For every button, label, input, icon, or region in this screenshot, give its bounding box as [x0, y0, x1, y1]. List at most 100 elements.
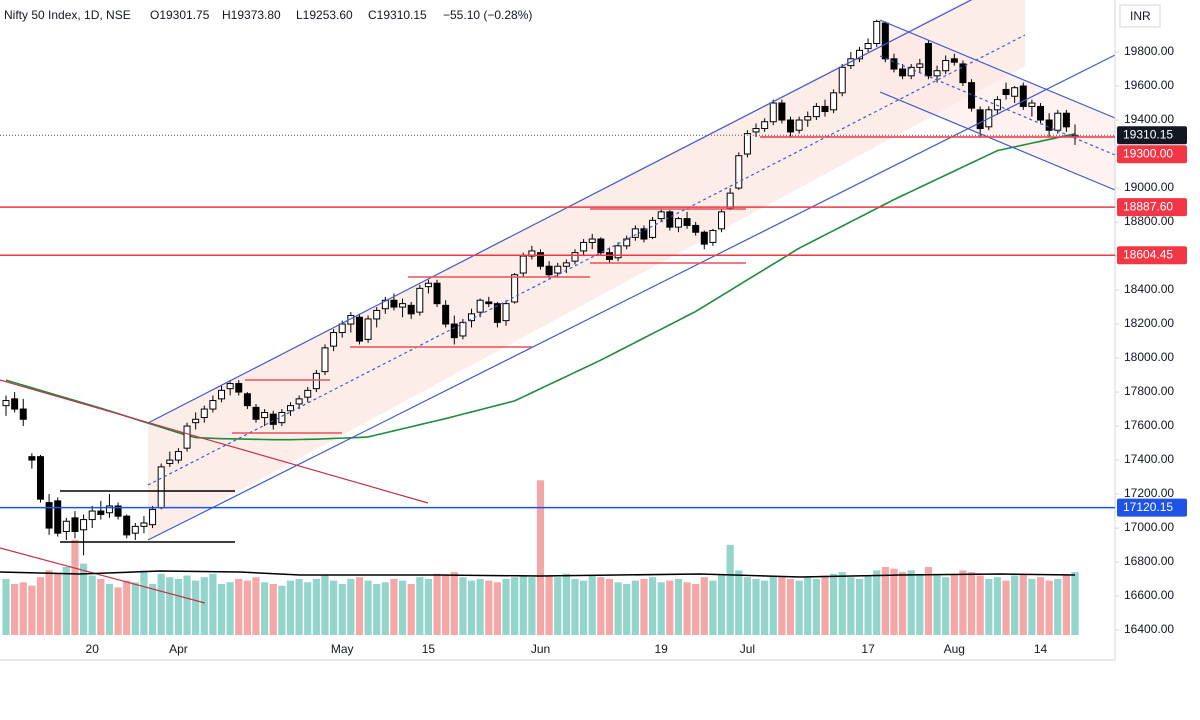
- volume-bar: [364, 580, 372, 635]
- volume-bar: [597, 577, 605, 635]
- x-tick-label: 19: [655, 642, 669, 656]
- price-tag: [1117, 498, 1187, 517]
- candle-body: [1002, 88, 1010, 96]
- candle-body: [19, 408, 27, 420]
- volume-bar: [735, 570, 743, 635]
- legend-high: H19373.80: [222, 8, 281, 22]
- candle-body: [174, 451, 182, 461]
- candle-body: [459, 321, 467, 337]
- candle-body: [476, 299, 484, 313]
- price-tag-label: 18604.45: [1123, 247, 1173, 261]
- candle-body: [226, 383, 234, 390]
- volume-bar: [2, 578, 10, 635]
- y-tick-label: 17400.00: [1124, 452, 1174, 466]
- candle-body: [485, 301, 493, 305]
- x-tick-label: 15: [422, 642, 436, 656]
- candle-body: [597, 238, 605, 254]
- candle-body: [71, 517, 79, 532]
- volume-bar: [666, 580, 674, 635]
- y-tick-label: 17800.00: [1124, 384, 1174, 398]
- x-tick-label: 20: [86, 642, 100, 656]
- volume-bar: [545, 575, 553, 635]
- y-tick-label: 19800.00: [1124, 44, 1174, 58]
- volume-bar: [19, 582, 27, 635]
- volume-bar: [743, 577, 752, 635]
- volume-bar: [174, 578, 183, 635]
- candle-body: [1045, 119, 1053, 131]
- volume-bar: [79, 563, 88, 635]
- currency-button[interactable]: [1119, 4, 1161, 28]
- volume-bar: [261, 582, 269, 635]
- candle-body: [709, 230, 717, 243]
- candle-body: [683, 218, 691, 226]
- trendline: [0, 547, 206, 604]
- candle-body: [873, 20, 881, 45]
- volume-bar: [528, 577, 536, 635]
- volume-bar: [1036, 577, 1045, 635]
- volume-bar: [1019, 573, 1027, 635]
- candle-body: [28, 456, 36, 461]
- volume-bar: [329, 580, 338, 635]
- x-tick-label: 14: [1034, 642, 1048, 656]
- candle-body: [881, 22, 889, 60]
- volume-bar: [62, 567, 70, 635]
- legend-close: C19310.15: [368, 8, 427, 22]
- volume-bar: [562, 573, 570, 635]
- candle-body: [623, 238, 631, 247]
- volume-bar: [1062, 575, 1070, 635]
- volume-bar: [942, 577, 950, 635]
- volume-bar: [640, 578, 648, 635]
- candle-body: [11, 398, 19, 410]
- volume-bar: [148, 584, 157, 635]
- volume-bar: [1011, 575, 1019, 635]
- volume-bar: [312, 578, 320, 635]
- candle-body: [718, 211, 726, 230]
- candle-body: [54, 500, 62, 534]
- candle-body: [140, 522, 148, 527]
- volume-bar: [476, 578, 484, 635]
- price-tag: [1117, 145, 1187, 164]
- volume-bar: [976, 575, 984, 635]
- volume-bar: [554, 577, 562, 635]
- candle-body: [192, 418, 200, 424]
- candle-body: [769, 102, 777, 123]
- candle-body: [605, 252, 613, 260]
- price-tag-label: 19300.00: [1123, 146, 1173, 160]
- candle-body: [390, 299, 398, 308]
- candle-body: [968, 82, 976, 109]
- candle-body: [640, 228, 648, 240]
- volume-bar: [769, 575, 777, 635]
- candle-body: [364, 318, 372, 340]
- candle-body: [907, 66, 915, 77]
- y-tick-label: 17600.00: [1124, 418, 1174, 432]
- candle-body: [812, 105, 820, 118]
- volume-bar: [278, 585, 286, 635]
- volume-bar: [183, 575, 191, 635]
- candle-body: [295, 398, 303, 405]
- volume-bar: [269, 584, 277, 635]
- volume-bar: [898, 572, 907, 635]
- candle-body: [157, 466, 165, 509]
- candle-body: [933, 70, 941, 77]
- candle-body: [537, 252, 544, 267]
- candle-body: [571, 252, 579, 262]
- volume-bar: [847, 577, 855, 635]
- volume-bar: [295, 578, 303, 635]
- candle-body: [312, 372, 320, 390]
- volume-bar: [752, 578, 760, 635]
- candle-body: [183, 425, 191, 449]
- volume-bar: [864, 575, 872, 635]
- candle-body: [243, 393, 251, 407]
- y-tick-label: 17000.00: [1124, 520, 1174, 534]
- volume-bar: [235, 578, 243, 635]
- volume-bar: [433, 573, 441, 635]
- volume-bar: [105, 584, 114, 635]
- candle-body: [1019, 85, 1027, 107]
- volume-bar: [536, 480, 545, 635]
- volume-bar: [114, 587, 122, 635]
- currency: INR: [1130, 9, 1151, 23]
- candle-body: [407, 304, 415, 315]
- volume-bar: [881, 567, 889, 635]
- candle-body: [433, 282, 441, 305]
- candle-body: [545, 265, 553, 276]
